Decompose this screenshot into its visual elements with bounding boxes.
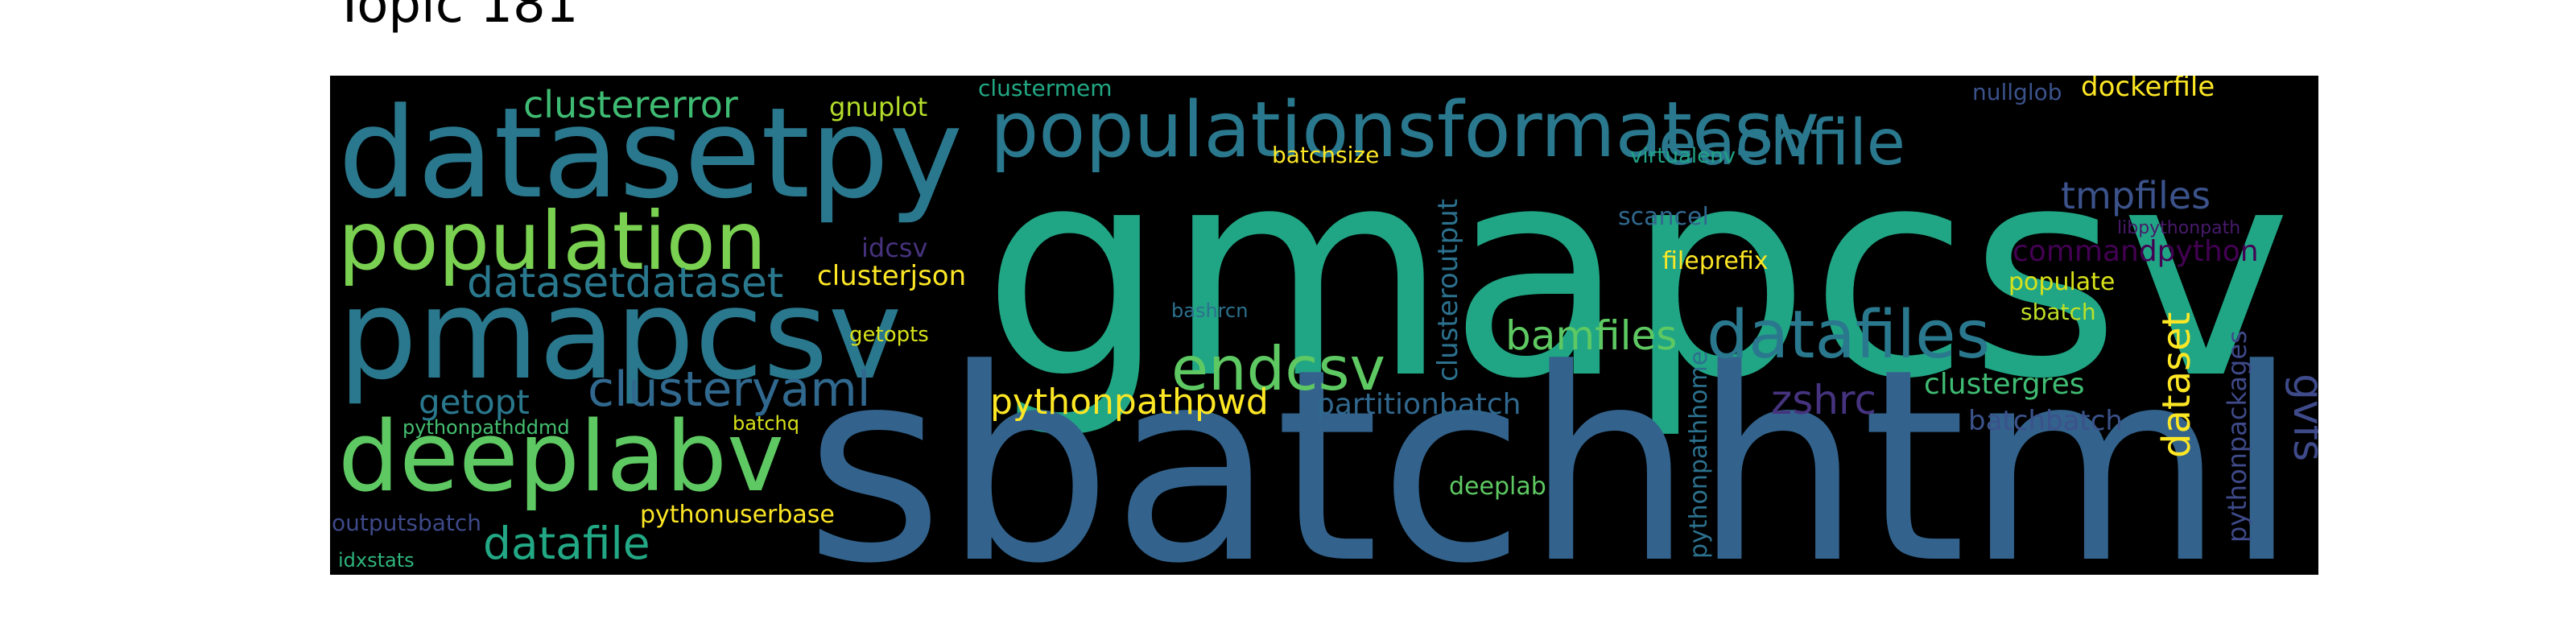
word-cloud-term: datasetpy [338, 80, 963, 226]
word-cloud-term: scancel [1618, 203, 1709, 231]
word-cloud-term: pythonpackages [2222, 330, 2252, 543]
word-cloud-term: sbatchhtml [805, 312, 2298, 575]
word-cloud-term: pmapcsv [338, 262, 902, 407]
word-cloud-term: sbatch [2021, 299, 2096, 325]
word-cloud-term: virtualenv [1630, 144, 1736, 168]
word-cloud-term: idxstats [338, 549, 415, 572]
word-cloud-term: pythonuserbase [640, 501, 835, 529]
word-cloud-term: pythonpathpwd [990, 382, 1269, 423]
word-cloud-term: deeplab [1449, 473, 1546, 501]
word-cloud-term: datafiles [1707, 297, 1990, 374]
word-cloud-term: eachfile [1658, 107, 1905, 180]
word-cloud-term: batchsize [1272, 142, 1379, 168]
word-cloud-term: idcsv [861, 233, 927, 263]
word-cloud-term: fileprefix [1662, 247, 1769, 275]
word-cloud-term: libpythonpath [2117, 218, 2240, 238]
word-cloud-term: batchq [733, 412, 799, 435]
word-cloud-term: clusterjson [817, 260, 966, 292]
word-cloud-term: outputsbatch [332, 510, 481, 536]
word-cloud-term: pythonpathhome [1685, 351, 1713, 559]
word-cloud-term: dockerfile [2081, 76, 2215, 103]
word-cloud-term: batchbatch [1968, 405, 2123, 437]
word-cloud-term: nullglob [1972, 79, 2062, 105]
word-cloud-term: commandpython [2013, 235, 2259, 268]
word-cloud-term: clusteroutput [1432, 199, 1464, 382]
word-cloud-term: bashrcn [1171, 299, 1248, 322]
word-cloud-term: datafile [483, 518, 650, 569]
word-cloud-panel: gmapcsv sbatchhtml datasetpy pmapcsv populat… [330, 76, 2318, 575]
word-cloud-term: bamfiles [1505, 312, 1677, 359]
word-cloud-term: population [338, 194, 766, 288]
word-cloud-term: pythonpathddmd [402, 416, 570, 439]
word-cloud-term: datasetdataset [467, 259, 783, 308]
word-cloud-term: gvfs [2284, 374, 2318, 461]
chart-title: Topic 181 [334, 0, 579, 35]
word-cloud-term: clustererror [523, 83, 738, 126]
word-cloud-term: clusteryaml [588, 361, 870, 418]
word-cloud-term: deeplabv [338, 402, 784, 514]
word-cloud-term: gnuplot [829, 92, 927, 122]
word-cloud-term: dataset [2154, 312, 2199, 458]
word-cloud-term: getopt [419, 382, 530, 422]
word-cloud-term: zshrc [1771, 377, 1876, 423]
word-cloud-term: endcsv [1171, 333, 1385, 404]
word-cloud-term: tmpfiles [2061, 174, 2211, 217]
word-cloud-term: populate [2008, 268, 2115, 296]
word-cloud-term: clustergres [1924, 368, 2085, 401]
word-cloud-term: partitionbatch [1316, 388, 1521, 421]
word-cloud-term: gmapcsv [982, 105, 2292, 442]
word-cloud-term: clustermem [978, 76, 1113, 101]
word-cloud: gmapcsvsbatchhtmldatasetpypmapcsvpopulat… [332, 76, 2318, 575]
word-cloud-term: populationsformatcsv [990, 86, 1819, 175]
word-cloud-term: getopts [849, 323, 929, 347]
